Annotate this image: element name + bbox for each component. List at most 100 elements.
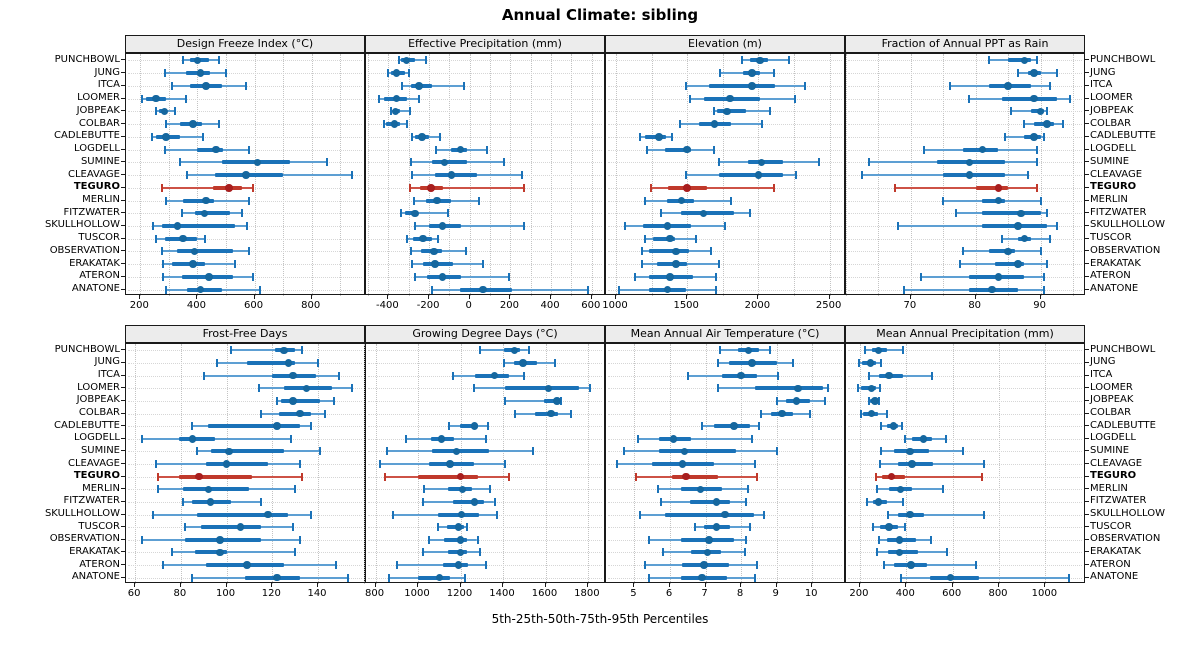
median-dot [666, 234, 674, 243]
whisker-cap [879, 422, 882, 431]
whisker-cap [412, 196, 415, 205]
axis-tick [951, 583, 953, 587]
whisker-cap [217, 56, 220, 65]
median-dot [510, 346, 519, 355]
panel-strip: Effective Precipitation (mm) [365, 35, 605, 53]
station-tick [1085, 500, 1089, 502]
median-dot [204, 485, 212, 493]
whisker-cap [157, 472, 159, 481]
percentile-whisker [171, 551, 296, 554]
axis-tick [387, 295, 389, 299]
whisker-cap [165, 285, 167, 294]
station-label-left: ATERON [79, 558, 120, 570]
axis-tick [502, 583, 503, 587]
whisker-cap [638, 510, 641, 519]
median-dot [458, 485, 467, 493]
axis-tick [828, 295, 830, 299]
panel-title: Mean Annual Air Temperature (°C) [630, 327, 820, 340]
whisker-cap [152, 221, 155, 230]
whisker-cap [427, 535, 430, 544]
median-dot [415, 82, 423, 90]
whisker-cap [504, 460, 507, 468]
grid-line-horizontal [848, 438, 1082, 440]
whisker-cap [400, 81, 403, 90]
grid-line-horizontal [128, 136, 362, 138]
whisker-cap [346, 573, 349, 582]
whisker-cap [478, 548, 481, 557]
whisker-cap [823, 396, 826, 405]
interquartile-bar [719, 173, 783, 177]
median-dot [419, 234, 427, 243]
axis-tick [586, 583, 588, 587]
whisker-cap [170, 81, 173, 90]
whisker-cap [856, 384, 859, 393]
axis-tick-label: 80 [173, 588, 187, 599]
panel-title: Elevation (m) [688, 37, 762, 50]
panel-plot [365, 343, 605, 584]
interquartile-bar [680, 211, 735, 216]
whisker-cap [435, 145, 438, 154]
station-tick [1085, 437, 1089, 439]
whisker-cap [413, 221, 416, 230]
station-tick [121, 513, 125, 515]
whisker-cap [878, 384, 881, 393]
whisker-cap [1042, 132, 1045, 141]
interquartile-bar [988, 249, 1015, 254]
whisker-cap [1016, 69, 1019, 78]
median-dot [794, 384, 802, 392]
whisker-cap [405, 434, 408, 443]
station-label-right: CLEAVAGE [1090, 168, 1143, 180]
median-dot [889, 422, 898, 430]
grid-line-horizontal [848, 73, 1082, 75]
median-dot [284, 359, 292, 367]
whisker-cap [554, 358, 556, 367]
station-tick [1085, 425, 1089, 427]
whisker-cap [745, 535, 748, 544]
axis-tick [509, 295, 511, 299]
whisker-cap [586, 285, 589, 294]
whisker-cap [962, 447, 965, 456]
panel-plot [125, 343, 365, 584]
axis-tick-label: 400 [895, 588, 915, 599]
median-dot [737, 371, 745, 380]
whisker-cap [942, 485, 945, 494]
whisker-cap [326, 158, 329, 167]
grid-line-vertical [363, 344, 365, 584]
median-dot [666, 273, 674, 281]
whisker-cap [773, 69, 776, 78]
whisker-cap [589, 384, 592, 393]
whisker-cap [252, 183, 255, 192]
station-tick [121, 361, 125, 363]
whisker-cap [729, 196, 732, 205]
median-dot [236, 523, 244, 531]
whisker-cap [901, 346, 904, 355]
whisker-cap [930, 371, 933, 380]
axis-tick [811, 583, 813, 587]
station-label-right: FITZWATER [1090, 495, 1147, 507]
median-dot [438, 222, 446, 230]
median-dot [946, 573, 955, 582]
whisker-cap [522, 221, 525, 230]
median-dot [792, 397, 800, 405]
grid-line-horizontal [848, 362, 1082, 364]
whisker-cap [319, 447, 322, 456]
whisker-cap [876, 485, 879, 494]
station-label-right: JUNG [1090, 66, 1116, 78]
whisker-cap [291, 523, 294, 532]
axis-tick-label: 1600 [531, 588, 558, 599]
grid-line-horizontal [368, 213, 602, 215]
median-dot [457, 510, 466, 519]
station-label-left: SKULLHOLLOW [44, 508, 120, 520]
median-dot [273, 422, 281, 430]
station-tick [121, 97, 125, 99]
axis-tick [139, 295, 141, 299]
axis-tick [134, 583, 136, 587]
axis-tick-label: 80 [968, 300, 982, 311]
percentile-whisker [876, 475, 982, 478]
whisker-cap [647, 573, 650, 582]
median-dot [264, 510, 272, 519]
station-label-left: OBSERVATION [49, 244, 120, 256]
station-label-left: OBSERVATION [49, 533, 120, 545]
whisker-cap [141, 434, 143, 443]
axis-tick [317, 583, 318, 587]
